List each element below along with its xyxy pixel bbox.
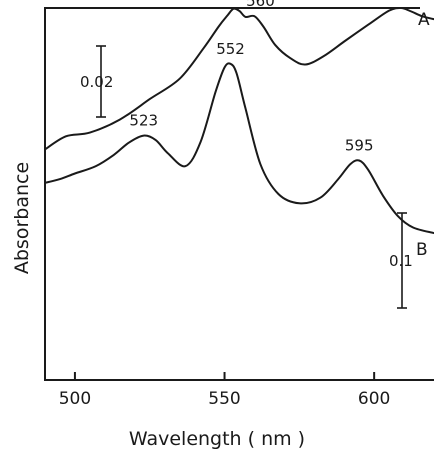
x-tick-label-550: 550 xyxy=(208,389,240,409)
peak-label-560: 560 xyxy=(246,0,275,10)
scale-bar-a: 0.02 xyxy=(80,45,113,118)
peak-label-609: 609 xyxy=(387,0,416,2)
peak-label-523: 523 xyxy=(129,112,158,130)
peak-labels: A 553 560 609 B 523 552 595 xyxy=(129,0,430,260)
series-a-line xyxy=(44,6,434,151)
spectra xyxy=(44,6,434,235)
y-axis-title: Absorbance xyxy=(11,162,33,274)
series-b-line xyxy=(44,62,434,235)
peak-label-552: 552 xyxy=(216,40,245,58)
peak-label-553: 553 xyxy=(213,0,242,3)
x-tick-label-500: 500 xyxy=(59,389,91,409)
scale-bar-b: 0.1 xyxy=(389,212,413,309)
x-axis-ticks: 500 550 600 xyxy=(59,372,390,409)
series-b-label: B xyxy=(416,240,428,260)
series-a-label: A xyxy=(418,10,430,30)
scale-bar-a-label: 0.02 xyxy=(80,73,113,91)
scale-bar-b-label: 0.1 xyxy=(389,252,413,270)
peak-label-595: 595 xyxy=(345,137,374,155)
x-axis-title: Wavelength ( nm ) xyxy=(129,428,305,450)
x-tick-label-600: 600 xyxy=(358,389,390,409)
plot-frame xyxy=(44,7,434,381)
